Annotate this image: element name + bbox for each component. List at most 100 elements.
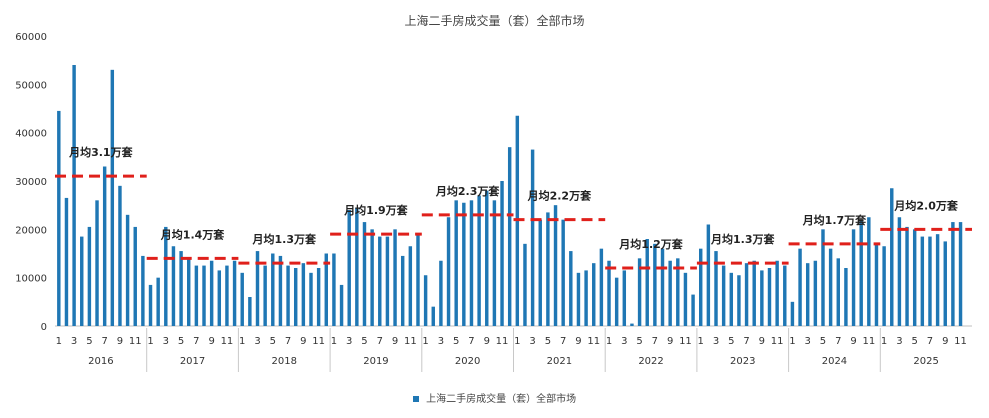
bar — [630, 323, 634, 326]
bar — [240, 272, 244, 326]
bar — [110, 69, 115, 326]
bar — [775, 260, 779, 326]
bar — [278, 255, 283, 326]
bar — [347, 210, 351, 326]
bar — [309, 272, 313, 326]
bar — [813, 260, 818, 326]
bar — [378, 236, 382, 326]
bar — [874, 243, 879, 326]
bar — [439, 260, 443, 326]
bar — [790, 301, 795, 326]
bar — [851, 229, 856, 326]
month-tick-label: 7 — [468, 336, 474, 347]
bar — [80, 236, 84, 326]
bar — [706, 224, 711, 326]
bar — [928, 236, 932, 326]
bar — [660, 248, 665, 326]
bar — [156, 277, 160, 326]
month-tick-label: 11 — [129, 336, 142, 347]
bar — [385, 236, 390, 326]
bar — [821, 229, 825, 326]
month-tick-label: 3 — [805, 336, 811, 347]
bar — [209, 260, 214, 326]
bar — [293, 268, 298, 326]
month-tick-label: 7 — [377, 336, 383, 347]
bar — [897, 217, 902, 326]
month-tick-label: 5 — [912, 336, 918, 347]
bar — [798, 248, 802, 326]
bar — [408, 246, 413, 326]
month-tick-label: 1 — [698, 336, 704, 347]
month-tick-label: 1 — [56, 336, 62, 347]
bar — [286, 265, 290, 326]
bar — [645, 239, 649, 326]
bar — [225, 265, 229, 326]
month-tick-label: 7 — [193, 336, 199, 347]
bar — [370, 229, 374, 326]
bar — [760, 270, 764, 326]
bar — [125, 214, 130, 326]
bar — [599, 248, 604, 326]
avg-label: 月均2.3万套 — [435, 184, 500, 198]
bar — [133, 226, 137, 326]
month-tick-label: 9 — [208, 336, 214, 347]
bar — [339, 284, 344, 326]
avg-label: 月均1.2万套 — [618, 237, 683, 251]
bar — [271, 253, 275, 326]
y-tick-label: 40000 — [15, 129, 47, 140]
month-tick-label: 1 — [239, 336, 245, 347]
bar — [737, 275, 741, 326]
bar — [676, 258, 680, 326]
month-tick-label: 11 — [221, 336, 234, 347]
month-tick-label: 3 — [438, 336, 444, 347]
month-tick-label: 9 — [575, 336, 581, 347]
avg-label: 月均3.1万套 — [68, 145, 133, 159]
bar — [187, 258, 191, 326]
bar — [423, 275, 428, 326]
month-tick-label: 9 — [117, 336, 123, 347]
bar — [912, 229, 917, 326]
month-tick-label: 9 — [850, 336, 856, 347]
month-tick-label: 5 — [820, 336, 826, 347]
bar — [569, 251, 573, 326]
bar — [668, 260, 672, 326]
bar — [546, 212, 550, 326]
bar — [171, 246, 176, 326]
avg-label: 月均1.4万套 — [160, 227, 225, 241]
bar — [752, 260, 756, 326]
bar — [164, 226, 168, 326]
bar — [332, 253, 336, 326]
bar — [951, 222, 955, 326]
bar — [362, 222, 367, 326]
month-tick-label: 5 — [361, 336, 367, 347]
bar — [248, 297, 252, 326]
bar — [202, 265, 206, 326]
bar — [477, 195, 481, 326]
month-tick-label: 11 — [587, 336, 600, 347]
month-tick-label: 11 — [679, 336, 692, 347]
year-label: 2022 — [638, 356, 663, 367]
bar — [179, 251, 183, 326]
month-tick-label: 9 — [300, 336, 306, 347]
month-tick-label: 7 — [835, 336, 841, 347]
year-label: 2024 — [822, 356, 847, 367]
year-label: 2019 — [363, 356, 388, 367]
month-tick-label: 1 — [514, 336, 520, 347]
y-tick-label: 0 — [41, 322, 47, 333]
avg-label: 月均2.2万套 — [527, 189, 592, 203]
y-tick-label: 50000 — [15, 80, 47, 91]
bar — [102, 166, 107, 326]
month-tick-label: 9 — [392, 336, 398, 347]
bar — [507, 147, 512, 326]
bar — [454, 200, 458, 326]
bar — [935, 234, 940, 326]
month-tick-label: 9 — [484, 336, 490, 347]
bar — [301, 263, 306, 326]
month-tick-label: 11 — [771, 336, 784, 347]
bar — [118, 185, 122, 326]
month-tick-label: 11 — [862, 336, 875, 347]
month-tick-label: 5 — [86, 336, 92, 347]
month-tick-label: 3 — [254, 336, 260, 347]
bar — [416, 234, 420, 326]
bar — [355, 207, 359, 326]
